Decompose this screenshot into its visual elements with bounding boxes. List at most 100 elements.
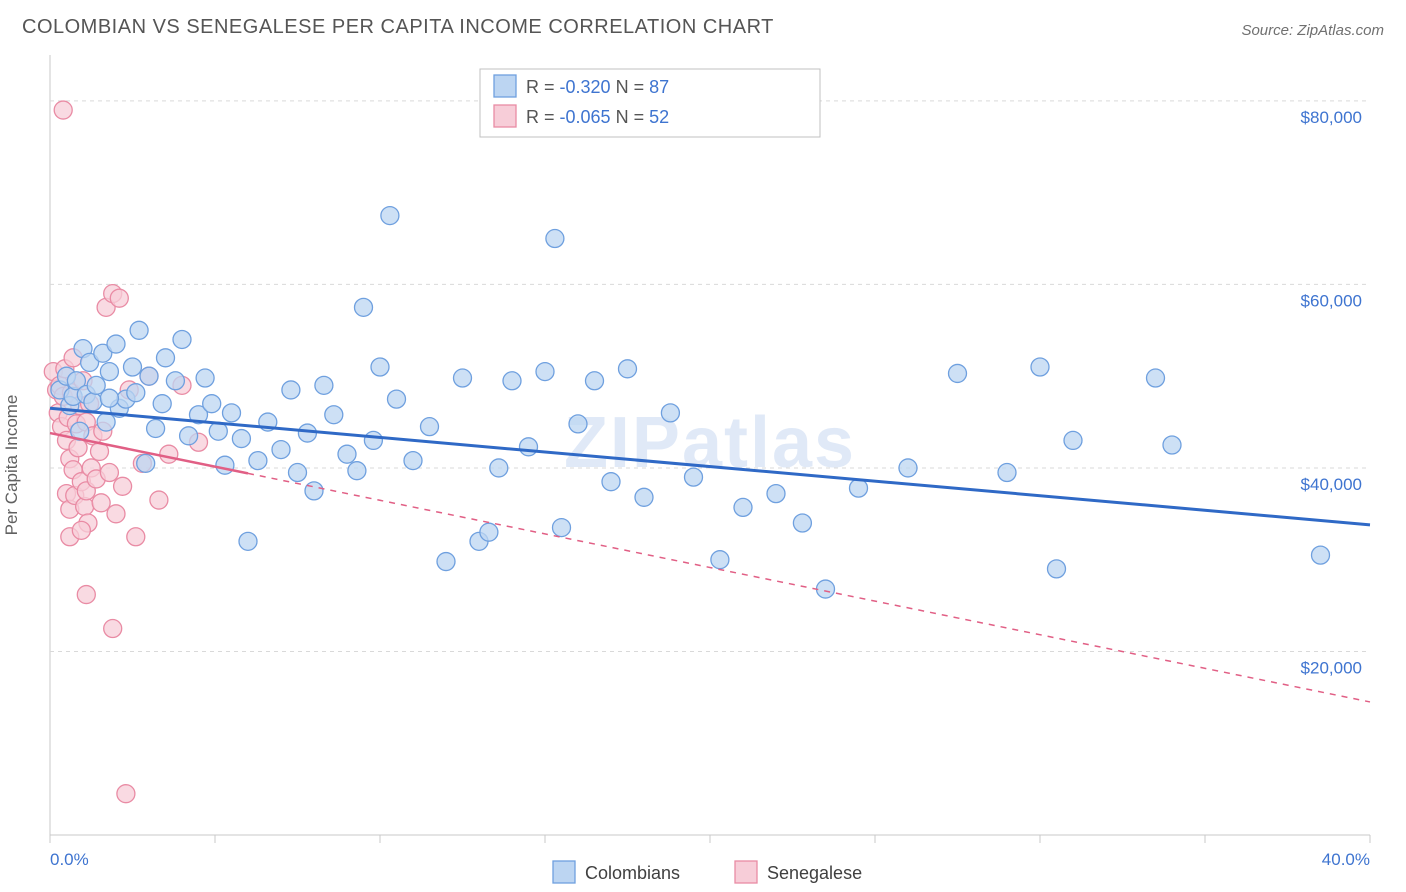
data-point bbox=[203, 395, 221, 413]
data-point bbox=[364, 431, 382, 449]
data-point bbox=[490, 459, 508, 477]
data-point bbox=[685, 468, 703, 486]
legend-swatch bbox=[494, 75, 516, 97]
data-point bbox=[97, 413, 115, 431]
y-grid-label: $60,000 bbox=[1301, 291, 1362, 310]
data-point bbox=[1312, 546, 1330, 564]
data-point bbox=[72, 521, 90, 539]
data-point bbox=[140, 367, 158, 385]
data-point bbox=[77, 586, 95, 604]
chart-container: Per Capita Income $20,000$40,000$60,000$… bbox=[0, 45, 1406, 885]
legend-label: Senegalese bbox=[767, 863, 862, 883]
data-point bbox=[127, 384, 145, 402]
data-point bbox=[569, 415, 587, 433]
data-point bbox=[536, 363, 554, 381]
data-point bbox=[899, 459, 917, 477]
series-legend: Colombians Senegalese bbox=[553, 861, 862, 883]
data-point bbox=[147, 419, 165, 437]
data-point bbox=[348, 462, 366, 480]
data-point bbox=[602, 473, 620, 491]
y-grid-label: $20,000 bbox=[1301, 658, 1362, 677]
data-point bbox=[117, 785, 135, 803]
data-point bbox=[454, 369, 472, 387]
data-point bbox=[137, 454, 155, 472]
legend-row: R = -0.320 N = 87 bbox=[526, 77, 669, 97]
data-point bbox=[173, 330, 191, 348]
data-point bbox=[305, 482, 323, 500]
data-point bbox=[216, 456, 234, 474]
data-point bbox=[157, 349, 175, 367]
data-point bbox=[404, 452, 422, 470]
data-point bbox=[793, 514, 811, 532]
data-point bbox=[107, 335, 125, 353]
legend-swatch bbox=[494, 105, 516, 127]
data-point bbox=[480, 523, 498, 541]
data-point bbox=[249, 452, 267, 470]
data-point bbox=[160, 445, 178, 463]
data-point bbox=[272, 441, 290, 459]
watermark: ZIPatlas bbox=[564, 403, 856, 483]
data-point bbox=[153, 395, 171, 413]
data-point bbox=[503, 372, 521, 390]
data-point bbox=[1048, 560, 1066, 578]
data-point bbox=[150, 491, 168, 509]
data-point bbox=[586, 372, 604, 390]
data-point bbox=[325, 406, 343, 424]
data-point bbox=[767, 485, 785, 503]
page-title: COLOMBIAN VS SENEGALESE PER CAPITA INCOM… bbox=[22, 16, 774, 39]
data-point bbox=[69, 439, 87, 457]
data-point bbox=[100, 389, 118, 407]
data-point bbox=[289, 464, 307, 482]
data-point bbox=[104, 620, 122, 638]
data-point bbox=[166, 372, 184, 390]
legend-label: Colombians bbox=[585, 863, 680, 883]
data-point bbox=[520, 438, 538, 456]
regression-line-extrapolated bbox=[248, 473, 1370, 702]
data-point bbox=[100, 363, 118, 381]
y-grid-label: $40,000 bbox=[1301, 475, 1362, 494]
data-point bbox=[553, 519, 571, 537]
source-credit: Source: ZipAtlas.com bbox=[1241, 22, 1384, 39]
data-point bbox=[1163, 436, 1181, 454]
data-point bbox=[114, 477, 132, 495]
data-point bbox=[355, 298, 373, 316]
data-point bbox=[734, 498, 752, 516]
data-point bbox=[661, 404, 679, 422]
data-point bbox=[388, 390, 406, 408]
data-point bbox=[124, 358, 142, 376]
data-point bbox=[92, 494, 110, 512]
data-point bbox=[110, 289, 128, 307]
data-point bbox=[711, 551, 729, 569]
x-axis-label: 40.0% bbox=[1322, 850, 1370, 869]
data-point bbox=[949, 364, 967, 382]
data-point bbox=[817, 580, 835, 598]
data-point bbox=[850, 479, 868, 497]
x-axis-label: 0.0% bbox=[50, 850, 89, 869]
data-point bbox=[180, 427, 198, 445]
data-point bbox=[84, 393, 102, 411]
data-point bbox=[635, 488, 653, 506]
data-point bbox=[315, 376, 333, 394]
data-point bbox=[381, 207, 399, 225]
legend-swatch bbox=[553, 861, 575, 883]
data-point bbox=[421, 418, 439, 436]
data-point bbox=[282, 381, 300, 399]
data-point bbox=[619, 360, 637, 378]
data-point bbox=[546, 230, 564, 248]
data-point bbox=[1031, 358, 1049, 376]
data-point bbox=[54, 101, 72, 119]
data-point bbox=[232, 430, 250, 448]
data-point bbox=[437, 553, 455, 571]
data-point bbox=[1147, 369, 1165, 387]
data-point bbox=[371, 358, 389, 376]
data-point bbox=[107, 505, 125, 523]
legend-row: R = -0.065 N = 52 bbox=[526, 107, 669, 127]
data-point bbox=[1064, 431, 1082, 449]
data-point bbox=[127, 528, 145, 546]
data-point bbox=[100, 464, 118, 482]
data-point bbox=[239, 532, 257, 550]
data-point bbox=[196, 369, 214, 387]
y-axis-label: Per Capita Income bbox=[2, 395, 22, 536]
data-point bbox=[998, 464, 1016, 482]
legend-swatch bbox=[735, 861, 757, 883]
